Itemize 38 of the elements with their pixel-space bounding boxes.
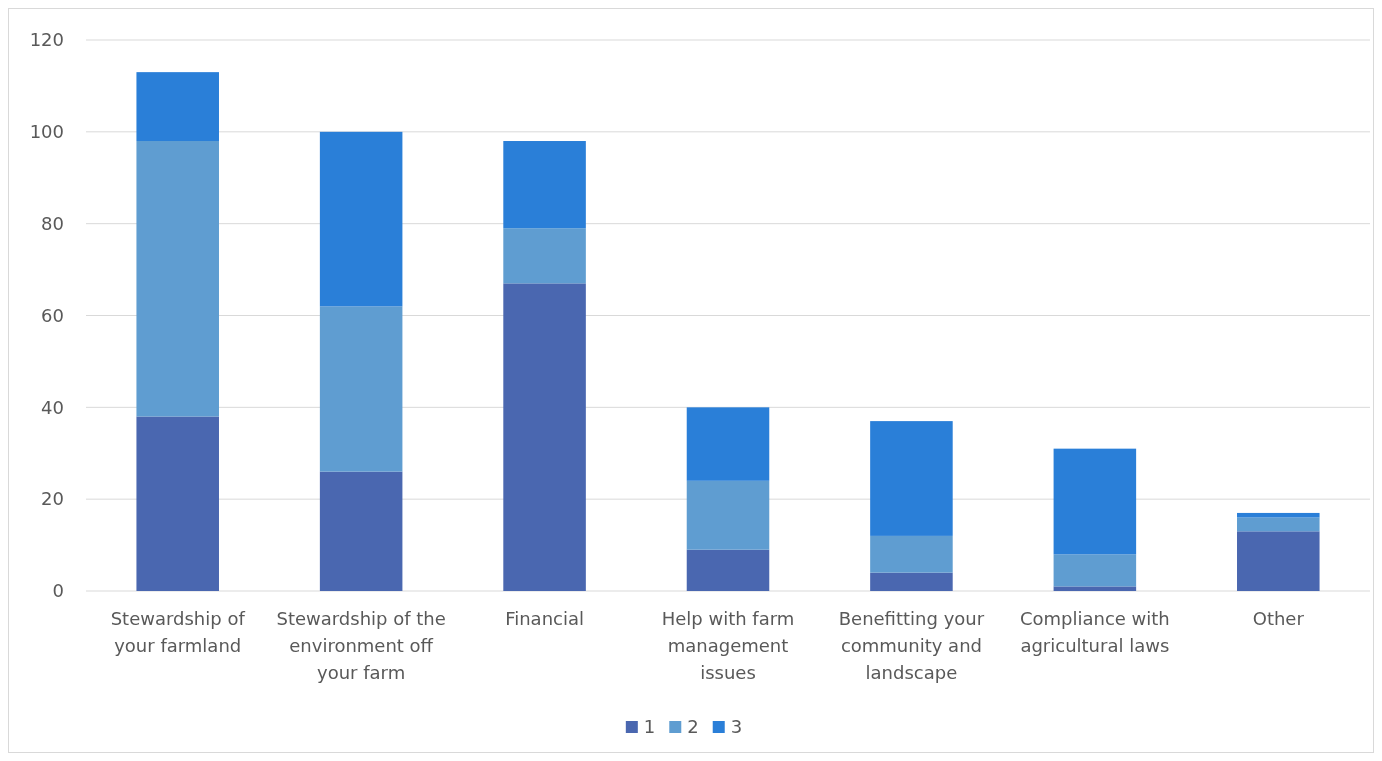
bar	[870, 535, 953, 573]
y-tick-label: 20	[41, 488, 64, 510]
x-tick-label: Financial	[505, 608, 584, 629]
legend-label: 1	[643, 716, 656, 738]
bar	[1053, 448, 1137, 555]
bar	[319, 471, 403, 591]
bar	[136, 72, 219, 142]
bar	[503, 228, 586, 284]
x-tick-label: Stewardship of your farmland	[110, 608, 246, 656]
x-tick-label: Stewardship of the environment off your farm	[276, 608, 446, 683]
bar	[319, 131, 403, 307]
legend-label: 2	[687, 716, 699, 738]
bar	[870, 421, 953, 536]
bar	[319, 306, 403, 472]
legend-label: 3	[730, 716, 743, 738]
bar	[503, 283, 586, 591]
bar	[870, 572, 953, 591]
y-tick-label: 120	[29, 29, 64, 51]
y-tick-label: 100	[29, 121, 64, 143]
bar	[1237, 517, 1320, 532]
bar	[686, 549, 770, 591]
bar	[686, 407, 770, 481]
bar	[136, 141, 219, 417]
bar	[1053, 586, 1137, 591]
y-tick-label: 80	[41, 212, 64, 234]
bar	[1237, 531, 1320, 591]
x-tick-label: Help with farm management issues	[661, 608, 795, 683]
x-tick-label: Other	[1252, 608, 1305, 629]
y-tick-label: 0	[52, 580, 64, 602]
y-tick-label: 40	[41, 396, 64, 418]
x-tick-label: Benefitting your community and landscape	[838, 608, 985, 683]
y-tick-label: 60	[41, 304, 64, 326]
bar	[136, 416, 219, 591]
x-tick-label: Compliance with agricultural laws	[1019, 608, 1170, 656]
bar	[1237, 512, 1320, 518]
bar	[686, 480, 770, 550]
bar	[1053, 554, 1137, 587]
bar	[503, 141, 586, 229]
